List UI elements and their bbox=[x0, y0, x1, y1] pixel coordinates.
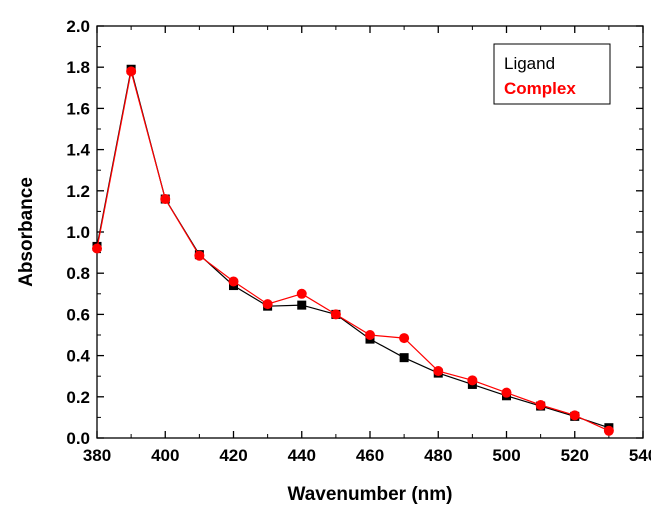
y-tick-label: 1.4 bbox=[66, 141, 90, 160]
y-tick-label: 1.8 bbox=[66, 58, 90, 77]
complex-point bbox=[433, 366, 444, 377]
y-tick-label: 0.2 bbox=[66, 388, 90, 407]
ligand-point bbox=[297, 300, 307, 310]
series-layer bbox=[92, 64, 614, 436]
x-axis-title: Wavenumber (nm) bbox=[287, 484, 452, 505]
complex-point bbox=[126, 66, 137, 77]
y-tick-label: 0.4 bbox=[66, 347, 90, 366]
complex-point bbox=[569, 410, 580, 421]
y-tick-label: 1.2 bbox=[66, 182, 90, 201]
legend: Ligand Complex bbox=[493, 43, 611, 105]
x-tick-label: 520 bbox=[561, 446, 589, 465]
complex-point bbox=[603, 425, 614, 436]
complex-point bbox=[330, 309, 341, 320]
x-tick-label: 380 bbox=[83, 446, 111, 465]
complex-point bbox=[467, 375, 478, 386]
legend-label-complex: Complex bbox=[504, 79, 576, 98]
x-tick-label: 440 bbox=[288, 446, 316, 465]
x-tick-label: 460 bbox=[356, 446, 384, 465]
x-tick-label: 480 bbox=[424, 446, 452, 465]
complex-point bbox=[262, 299, 273, 310]
y-tick-label: 2.0 bbox=[66, 17, 90, 36]
axis-ticks bbox=[96, 25, 644, 439]
y-tick-label: 0.8 bbox=[66, 264, 90, 283]
complex-point bbox=[194, 250, 205, 261]
complex-point bbox=[228, 276, 239, 287]
complex-point bbox=[399, 333, 410, 344]
legend-label-ligand: Ligand bbox=[504, 54, 555, 73]
complex-point bbox=[501, 387, 512, 398]
complex-point bbox=[365, 330, 375, 340]
x-tick-label: 540 bbox=[629, 446, 651, 465]
y-tick-labels: 0.0 0.2 0.4 0.6 0.8 1.0 1.2 1.4 1.6 1.8 2.0 bbox=[66, 17, 90, 448]
ligand-point bbox=[399, 353, 409, 363]
y-tick-label: 1.0 bbox=[66, 223, 90, 242]
series-complex bbox=[92, 66, 614, 436]
x-tick-label: 400 bbox=[151, 446, 179, 465]
series-ligand bbox=[92, 64, 614, 433]
y-tick-label: 0.0 bbox=[66, 429, 90, 448]
complex-point bbox=[535, 400, 546, 411]
x-tick-label: 420 bbox=[219, 446, 247, 465]
ligand-line bbox=[96, 69, 610, 429]
legend-box bbox=[493, 43, 611, 105]
complex-line bbox=[96, 71, 610, 432]
complex-point bbox=[160, 194, 171, 205]
x-tick-label: 500 bbox=[492, 446, 520, 465]
y-tick-label: 1.6 bbox=[66, 99, 90, 118]
x-tick-labels: 380 400 420 440 460 480 500 520 540 bbox=[83, 446, 651, 465]
y-tick-label: 0.6 bbox=[66, 305, 90, 324]
complex-point bbox=[92, 243, 102, 254]
complex-point bbox=[296, 288, 307, 299]
y-axis-title: Absorbance bbox=[16, 177, 37, 287]
